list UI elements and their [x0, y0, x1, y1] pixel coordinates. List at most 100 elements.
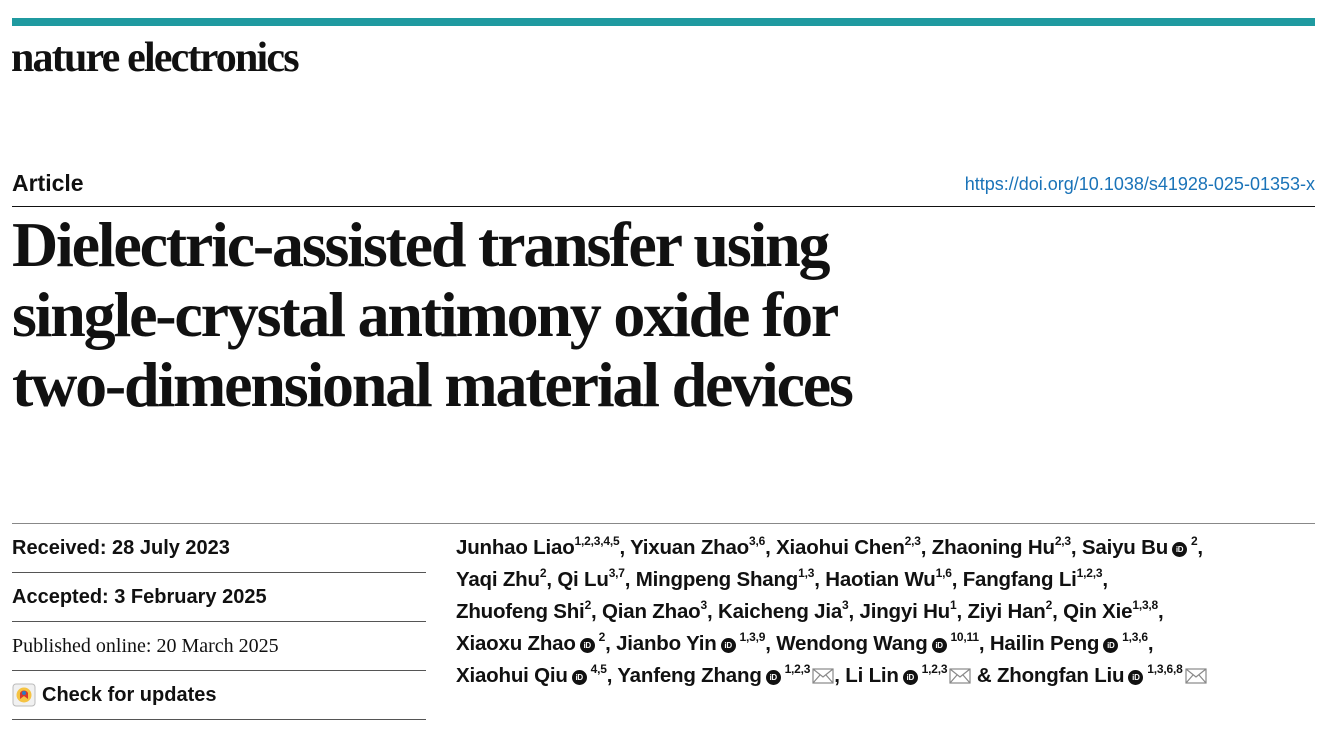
journal-name: nature electronics	[11, 35, 300, 81]
orcid-icon[interactable]: iD	[720, 638, 736, 653]
author-list: Junhao Liao1,2,3,4,5, Yixuan Zhao3,6, Xi…	[456, 532, 1316, 692]
mail-icon[interactable]	[949, 668, 971, 684]
author[interactable]: Xiaoxu Zhao iD 2	[456, 630, 606, 655]
doi-link[interactable]: https://doi.org/10.1038/s41928-025-01353…	[964, 174, 1315, 194]
affiliation-numbers: 4,5	[590, 662, 607, 676]
author[interactable]: Yanfeng Zhang iD 1,2,3	[617, 662, 834, 687]
author-name: Fangfang Li	[962, 568, 1077, 591]
author-name: Jingyi Hu	[859, 600, 951, 623]
affiliation-numbers: 3	[700, 598, 707, 612]
check-updates-label: Check for updates	[42, 683, 217, 706]
affiliation-numbers: 1,3,6	[1122, 630, 1148, 644]
author-line: Xiaohui Qiu iD 4,5, Yanfeng Zhang iD 1,2,3…	[456, 660, 1316, 692]
article-title: Dielectric-assisted transfer using singl…	[12, 210, 1112, 420]
author-name: Saiyu Bu	[1081, 536, 1169, 559]
title-line: single-crystal antimony oxide for	[12, 279, 839, 350]
author[interactable]: Ziyi Han2	[967, 598, 1053, 623]
orcid-icon[interactable]: iD	[1172, 542, 1188, 557]
author-name: Xiaoxu Zhao	[456, 632, 576, 655]
mail-icon[interactable]	[1184, 668, 1207, 684]
author-name: Haotian Wu	[825, 568, 936, 591]
affiliation-numbers: 2	[584, 598, 592, 612]
check-updates-icon	[12, 683, 36, 707]
accent-bar	[12, 18, 1315, 26]
author[interactable]: Xiaohui Qiu iD 4,5	[456, 662, 607, 687]
author-name: Yanfeng Zhang	[617, 664, 762, 687]
author[interactable]: Zhongfan Liu iD 1,3,6,8	[996, 663, 1207, 687]
affiliation-numbers: 2	[1190, 534, 1198, 548]
author-name: Qi Lu	[557, 568, 609, 591]
author[interactable]: Saiyu Bu iD 2	[1081, 534, 1198, 559]
author-name: Wendong Wang	[776, 632, 928, 655]
affiliation-numbers: 3,7	[608, 566, 625, 580]
affiliation-numbers: 2	[598, 630, 606, 644]
orcid-icon[interactable]: iD	[1103, 638, 1119, 653]
author[interactable]: Junhao Liao1,2,3,4,5	[456, 534, 620, 559]
author[interactable]: Mingpeng Shang1,3	[635, 566, 815, 591]
affiliation-numbers: 2	[539, 566, 547, 580]
affiliation-numbers: 1,2,3	[784, 662, 811, 676]
author-line: Yaqi Zhu2, Qi Lu3,7, Mingpeng Shang1,3, …	[456, 566, 1108, 591]
title-line: two-dimensional material devices	[12, 349, 854, 420]
affiliation-numbers: 1,3,8	[1132, 598, 1159, 612]
author[interactable]: Wendong Wang iD 10,11	[776, 630, 979, 655]
orcid-icon[interactable]: iD	[571, 670, 587, 685]
article-dates: Received: 28 July 2023 Accepted: 3 Febru…	[12, 524, 426, 720]
orcid-icon[interactable]: iD	[931, 638, 947, 653]
author[interactable]: Jianbo Yin iD 1,3,9	[616, 630, 766, 655]
affiliation-numbers: 1	[950, 598, 957, 612]
orcid-icon[interactable]: iD	[765, 670, 781, 685]
affiliation-numbers: 2,3	[904, 534, 921, 548]
author[interactable]: Qin Xie1,3,8	[1063, 598, 1159, 623]
author-name: Mingpeng Shang	[635, 568, 799, 591]
author[interactable]: Kaicheng Jia3	[717, 599, 849, 623]
author[interactable]: Zhaoning Hu2,3	[931, 534, 1071, 559]
author-name: Xiaohui Chen	[776, 536, 905, 559]
author[interactable]: Fangfang Li1,2,3	[962, 567, 1103, 591]
author-name: Qian Zhao	[602, 600, 701, 623]
affiliation-numbers: 10,11	[950, 630, 979, 644]
author-name: Yaqi Zhu	[456, 568, 540, 591]
article-type: Article	[12, 170, 84, 196]
author[interactable]: Jingyi Hu1	[859, 598, 957, 623]
check-updates-button[interactable]: Check for updates	[12, 671, 426, 720]
affiliation-numbers: 1,3	[798, 566, 815, 580]
author-name: Hailin Peng	[989, 632, 1100, 655]
author[interactable]: Yixuan Zhao3,6	[630, 534, 766, 559]
author[interactable]: Xiaohui Chen2,3	[776, 534, 921, 559]
affiliation-numbers: 1,3,9	[739, 630, 766, 644]
author-name: Zhaoning Hu	[931, 536, 1055, 559]
author-name: Kaicheng Jia	[717, 600, 843, 623]
affiliation-numbers: 1,6	[935, 566, 952, 580]
orcid-icon[interactable]: iD	[902, 670, 918, 685]
author-name: Yixuan Zhao	[630, 536, 749, 559]
orcid-icon[interactable]: iD	[579, 638, 595, 653]
affiliation-numbers: 2	[1045, 598, 1053, 612]
author-name: Xiaohui Qiu	[456, 664, 568, 687]
author[interactable]: Li Lin iD 1,2,3	[845, 662, 971, 687]
author[interactable]: Yaqi Zhu2	[456, 566, 547, 591]
author[interactable]: Zhuofeng Shi2	[456, 598, 592, 623]
title-line: Dielectric-assisted transfer using	[12, 209, 830, 280]
author[interactable]: Qian Zhao3	[602, 598, 707, 623]
author[interactable]: Hailin Peng iD 1,3,6	[989, 630, 1148, 655]
author[interactable]: Haotian Wu1,6	[825, 566, 952, 591]
affiliation-numbers: 2,3	[1054, 534, 1071, 548]
author-name: Zhongfan Liu	[996, 664, 1125, 687]
affiliation-numbers: 1,2,3,4,5	[574, 534, 620, 548]
author-name: Jianbo Yin	[616, 632, 717, 655]
author-name: Ziyi Han	[967, 600, 1046, 623]
mail-icon[interactable]	[812, 668, 834, 684]
author-name: Junhao Liao	[456, 536, 575, 559]
affiliation-numbers: 1,2,3	[921, 662, 948, 676]
author[interactable]: Qi Lu3,7	[557, 566, 625, 591]
published-date: Published online: 20 March 2025	[12, 622, 426, 671]
orcid-icon[interactable]: iD	[1128, 670, 1144, 685]
author-line: Zhuofeng Shi2, Qian Zhao3, Kaicheng Jia3…	[456, 598, 1164, 623]
author-line: Junhao Liao1,2,3,4,5, Yixuan Zhao3,6, Xi…	[456, 534, 1203, 559]
author-line: Xiaoxu Zhao iD 2, Jianbo Yin iD 1,3,9, Wen…	[456, 630, 1154, 655]
author-name: Zhuofeng Shi	[456, 600, 585, 623]
accepted-date: Accepted: 3 February 2025	[12, 573, 426, 622]
affiliation-numbers: 3,6	[748, 534, 766, 548]
author-name: Li Lin	[845, 664, 899, 687]
